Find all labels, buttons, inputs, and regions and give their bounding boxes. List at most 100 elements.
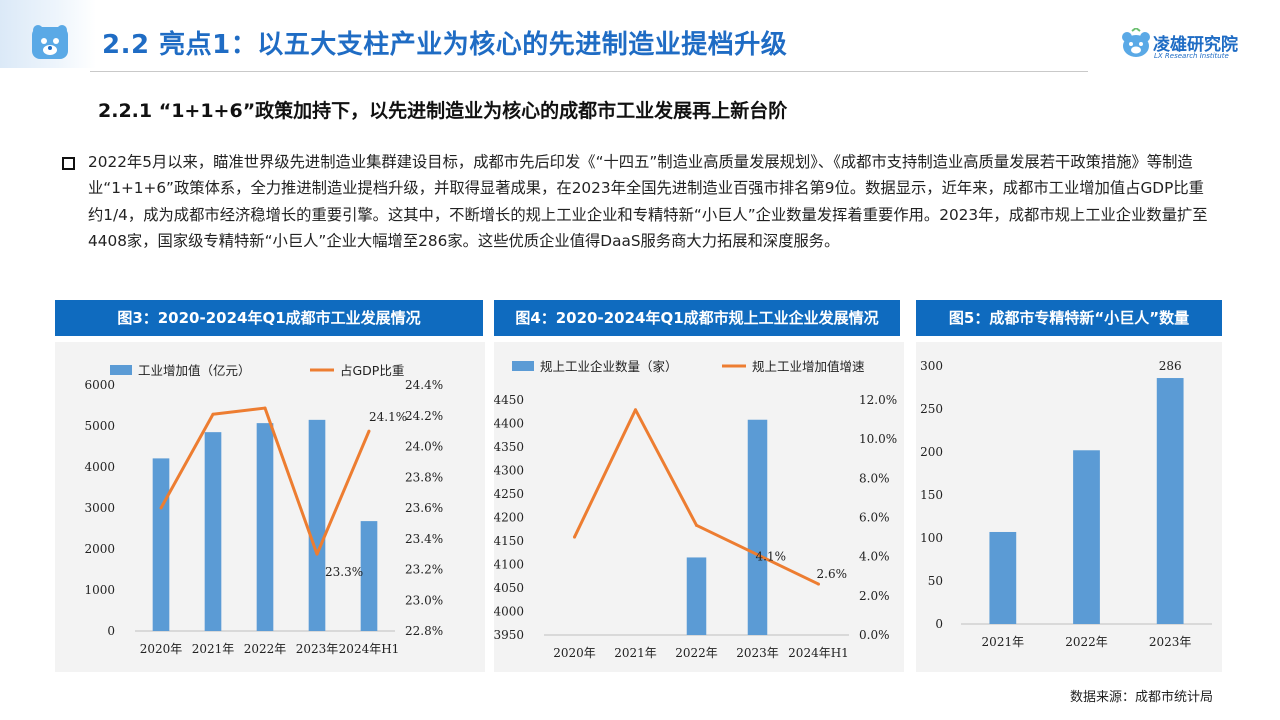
chart-header-fig3: 图3：2020-2024年Q1成都市工业发展情况: [55, 300, 483, 336]
x-tick-label: 2021年: [614, 646, 657, 660]
bar-3: [308, 419, 326, 631]
y-left-tick-label: 4050: [494, 581, 524, 595]
bar-3: [747, 419, 768, 635]
x-tick-label: 2020年: [553, 646, 596, 660]
y-left-tick-label: 1000: [84, 583, 115, 597]
x-tick-label: 2022年: [244, 642, 287, 656]
line-point-3: [756, 553, 759, 557]
y-tick-label: 0: [935, 617, 943, 631]
brand-subtitle: LX Research Institute: [1154, 52, 1229, 60]
line-point-2: [695, 523, 698, 527]
y-right-tick-label: 24.2%: [405, 409, 443, 423]
bar-2: [1156, 378, 1184, 624]
bar-1: [204, 432, 222, 631]
brand-bear-icon: [1122, 28, 1150, 57]
y-left-tick-label: 4350: [494, 440, 524, 454]
y-tick-label: 200: [920, 445, 943, 459]
y-right-tick-label: 23.4%: [405, 532, 443, 546]
legend-swatch-bar: [110, 365, 132, 375]
bar-0: [152, 458, 170, 631]
y-right-tick-label: 24.0%: [405, 440, 443, 454]
y-tick-label: 100: [920, 531, 943, 545]
y-left-tick-label: 3000: [84, 501, 115, 515]
y-left-tick-label: 4450: [494, 393, 524, 407]
y-tick-label: 250: [920, 402, 943, 416]
y-right-tick-label: 6.0%: [859, 511, 890, 525]
data-label: 24.1%: [369, 410, 407, 424]
line-point-4: [817, 582, 820, 586]
x-tick-label: 2023年: [736, 646, 779, 660]
legend-label-bar: 工业增加值（亿元）: [138, 363, 251, 378]
legend-label-line: 占GDP比重: [340, 363, 404, 378]
legend-label-bar: 规上工业企业数量（家）: [540, 359, 678, 374]
line-point-0: [159, 506, 163, 510]
bar-1: [1073, 450, 1100, 624]
brand-logo: 凌雄研究院 LX Research Institute: [1120, 28, 1260, 64]
bar-0: [989, 531, 1017, 624]
y-left-tick-label: 6000: [84, 378, 115, 392]
data-label: 2.6%: [817, 567, 848, 581]
legend-label-line: 规上工业增加值增速: [752, 359, 865, 374]
y-right-tick-label: 22.8%: [405, 624, 443, 638]
y-right-tick-label: 24.4%: [405, 378, 443, 392]
y-right-tick-label: 2.0%: [859, 589, 890, 603]
x-tick-label: 2024年H1: [339, 642, 400, 656]
chart-fig3: 工业增加值（亿元） 占GDP比重 0 1000 2000 3000 4000 5000 6000…: [55, 342, 485, 672]
title-divider: [90, 71, 1088, 72]
data-label: 286: [1159, 359, 1182, 373]
data-label: 4.1%: [756, 550, 787, 564]
chart-fig5: 0 50 100 150 200 250 300 2021年 2022年 2023年 286: [916, 342, 1222, 672]
y-left-tick-label: 4000: [84, 460, 115, 474]
source-note: 数据来源：成都市统计局: [1070, 690, 1214, 705]
header-bar: 2.2 亮点1：以五大支柱产业为核心的先进制造业提档升级 凌雄研究院 LX Re…: [0, 0, 1280, 72]
x-tick-label: 2022年: [675, 646, 718, 660]
line-point-1: [211, 412, 215, 416]
y-right-tick-label: 4.0%: [859, 550, 890, 564]
chart-header-fig4: 图4：2020-2024年Q1成都市规上工业企业发展情况: [494, 300, 900, 336]
y-left-tick-label: 0: [107, 624, 115, 638]
x-tick-label: 2022年: [1065, 635, 1108, 649]
bar-2: [686, 557, 707, 635]
legend-swatch-bar: [512, 361, 534, 371]
y-right-tick-label: 23.6%: [405, 501, 443, 515]
data-label: 23.3%: [325, 565, 363, 579]
y-left-tick-label: 3950: [494, 628, 524, 642]
section-subtitle: 2.2.1 “1+1+6”政策加持下，以先进制造业为核心的成都市工业发展再上新台…: [98, 100, 788, 122]
page-title: 2.2 亮点1：以五大支柱产业为核心的先进制造业提档升级: [102, 30, 788, 60]
line-point-3: [315, 552, 319, 556]
x-tick-label: 2020年: [140, 642, 183, 656]
brand-name: 凌雄研究院: [1153, 35, 1238, 55]
bar-4: [360, 521, 378, 631]
line-point-0: [573, 535, 576, 539]
y-left-tick-label: 4250: [494, 487, 524, 501]
y-right-tick-label: 8.0%: [859, 471, 890, 485]
x-tick-label: 2023年: [296, 642, 339, 656]
y-right-tick-label: 12.0%: [859, 393, 897, 407]
square-bullet-icon: [62, 157, 75, 170]
y-tick-label: 300: [920, 359, 943, 373]
y-right-tick-label: 0.0%: [859, 628, 890, 642]
y-left-tick-label: 4100: [494, 558, 524, 572]
x-tick-label: 2024年H1: [788, 646, 849, 660]
y-left-tick-label: 4400: [494, 417, 524, 431]
x-tick-label: 2021年: [192, 642, 235, 656]
line-point-1: [634, 408, 637, 412]
y-left-tick-label: 4150: [494, 534, 524, 548]
y-tick-label: 150: [920, 488, 943, 502]
x-tick-label: 2023年: [1149, 635, 1192, 649]
y-right-tick-label: 10.0%: [859, 432, 897, 446]
y-left-tick-label: 4000: [494, 605, 524, 619]
line-point-2: [263, 406, 267, 410]
y-left-tick-label: 5000: [84, 419, 115, 433]
line-point-4: [367, 429, 371, 433]
y-right-tick-label: 23.0%: [405, 593, 443, 607]
y-left-tick-label: 4200: [494, 511, 524, 525]
y-right-tick-label: 23.2%: [405, 563, 443, 577]
y-left-tick-label: 2000: [84, 542, 115, 556]
bear-logo-icon: [32, 25, 68, 59]
bar-2: [256, 423, 274, 631]
y-right-tick-label: 23.8%: [405, 470, 443, 484]
chart-fig4: 规上工业企业数量（家） 规上工业增加值增速 3950 4000 4050 4100 4150…: [494, 342, 904, 672]
y-tick-label: 50: [928, 574, 943, 588]
body-paragraph: 2022年5月以来，瞄准世界级先进制造业集群建设目标，成都市先后印发《“十四五”…: [88, 153, 1208, 250]
